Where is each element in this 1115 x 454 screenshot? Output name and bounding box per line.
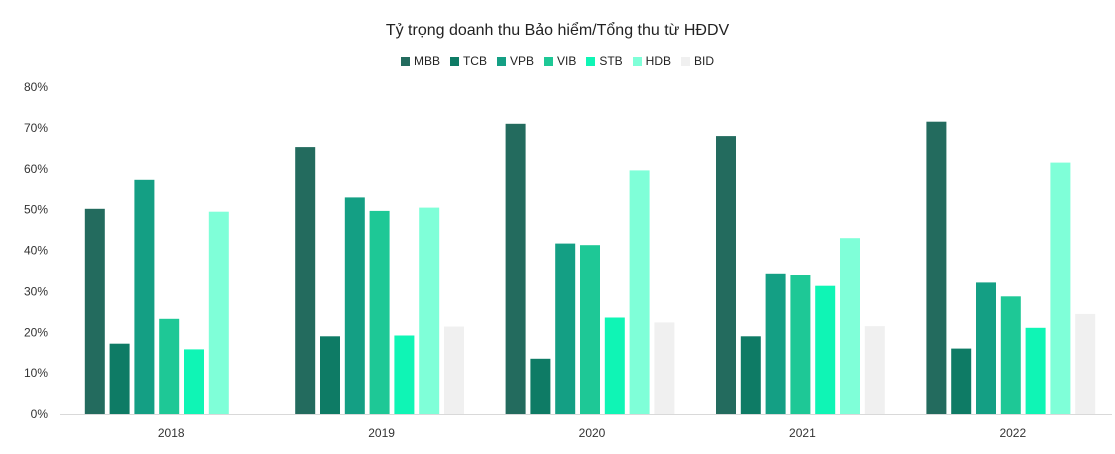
legend-item-tcb: TCB (449, 54, 487, 68)
bar-stb-2018 (184, 349, 204, 414)
bar-mbb-2020 (505, 123, 526, 415)
bar-hdb-2020 (629, 170, 650, 414)
y-tick-label: 30% (24, 284, 48, 298)
bar-bid-2021 (864, 326, 885, 414)
bar-tcb-2019 (320, 336, 340, 414)
bar-bid-2019 (444, 326, 464, 414)
bar-vib-2021 (790, 275, 811, 414)
bar-tcb-2018 (109, 343, 130, 414)
legend-swatch (449, 56, 459, 66)
bar-hdb-2018 (208, 211, 229, 414)
bar-bid-2020 (654, 322, 675, 414)
legend-label: BID (694, 54, 715, 68)
x-tick-label: 2020 (579, 426, 606, 440)
bar-hdb-2022 (1050, 162, 1071, 414)
y-tick-label: 0% (31, 407, 49, 421)
y-tick-label: 10% (24, 366, 48, 380)
bar-vib-2022 (1000, 296, 1021, 414)
legend-label: VPB (509, 54, 534, 68)
y-tick-label: 50% (24, 203, 48, 217)
legend-swatch (681, 56, 691, 66)
bar-stb-2021 (815, 285, 836, 414)
bar-mbb-2019 (295, 147, 316, 414)
legend-label: VIB (556, 54, 577, 68)
legend-item-vpb: VPB (496, 54, 534, 68)
legend-swatch (632, 56, 642, 66)
chart-legend: MBB TCB VPB VIB STB HDB BID (0, 54, 1115, 68)
bar-hdb-2019 (419, 207, 440, 414)
legend-label: MBB (413, 54, 440, 68)
y-tick-label: 60% (24, 162, 48, 176)
bar-mbb-2021 (716, 136, 736, 414)
y-tick-label: 20% (24, 325, 48, 339)
x-tick-label: 2018 (158, 426, 185, 440)
legend-label: TCB (462, 54, 487, 68)
bar-tcb-2022 (951, 348, 972, 414)
legend-swatch (496, 56, 506, 66)
legend-label: STB (599, 54, 623, 68)
bar-tcb-2020 (530, 358, 551, 414)
legend-item-stb: STB (586, 54, 623, 68)
bar-bid-2022 (1075, 313, 1096, 414)
legend-swatch (586, 56, 596, 66)
bar-vpb-2021 (765, 273, 786, 414)
bar-vpb-2022 (976, 282, 996, 414)
bar-hdb-2021 (840, 238, 860, 414)
x-tick-label: 2019 (368, 426, 395, 440)
bar-vpb-2020 (555, 243, 576, 414)
bar-mbb-2022 (926, 121, 947, 414)
bar-stb-2019 (394, 335, 415, 414)
legend-item-mbb: MBB (400, 54, 440, 68)
legend-label: HDB (645, 54, 672, 68)
bar-vib-2019 (369, 210, 390, 414)
x-tick-label: 2022 (999, 426, 1026, 440)
legend-item-vib: VIB (543, 54, 577, 68)
legend-swatch (543, 56, 553, 66)
legend-item-bid: BID (681, 54, 714, 68)
x-tick-label: 2021 (789, 426, 816, 440)
bar-mbb-2018 (84, 208, 105, 414)
bar-vpb-2019 (344, 197, 365, 414)
legend-swatch (400, 56, 410, 66)
y-tick-label: 70% (24, 121, 48, 135)
chart-title: Tỷ trọng doanh thu Bảo hiểm/Tổng thu từ … (385, 22, 730, 39)
y-tick-label: 40% (24, 244, 48, 258)
bar-vib-2020 (580, 245, 600, 414)
legend-item-hdb: HDB (632, 54, 672, 68)
bar-vpb-2018 (134, 179, 155, 414)
y-tick-label: 80% (24, 80, 48, 94)
bar-tcb-2021 (740, 336, 761, 414)
bar-stb-2022 (1025, 327, 1046, 414)
bar-stb-2020 (604, 317, 625, 414)
bar-vib-2018 (159, 318, 180, 414)
